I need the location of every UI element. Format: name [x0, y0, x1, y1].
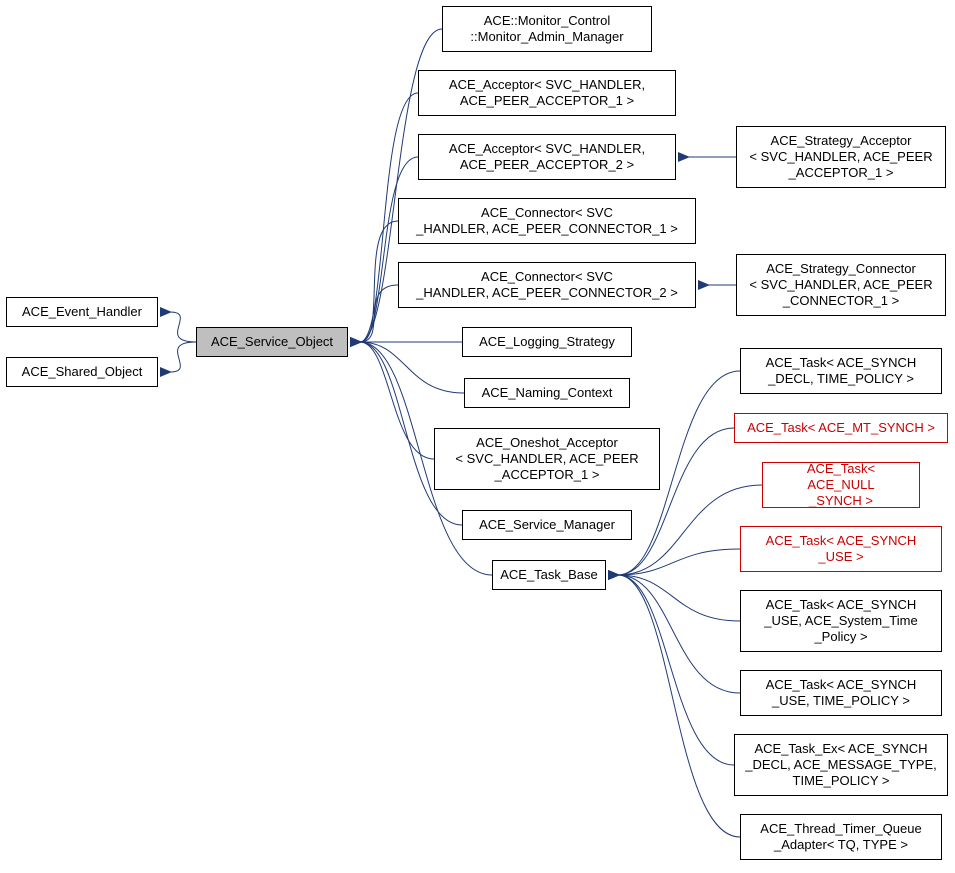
node-thread_timer_queue[interactable]: ACE_Thread_Timer_Queue _Adapter< TQ, TYP… — [740, 814, 942, 860]
edge-task_synch_use-to-task_base — [618, 549, 740, 575]
edge-task_synch_use_tp-to-task_base — [618, 575, 740, 693]
node-task_synch_use_sys[interactable]: ACE_Task< ACE_SYNCH _USE, ACE_System_Tim… — [740, 590, 942, 652]
edge-connector_1-to-ace_service_object — [360, 221, 398, 342]
node-strategy_acceptor[interactable]: ACE_Strategy_Acceptor < SVC_HANDLER, ACE… — [736, 126, 946, 188]
node-strategy_connector[interactable]: ACE_Strategy_Connector < SVC_HANDLER, AC… — [736, 254, 946, 316]
node-task_synch_use_tp[interactable]: ACE_Task< ACE_SYNCH _USE, TIME_POLICY > — [740, 670, 942, 716]
node-connector_2[interactable]: ACE_Connector< SVC _HANDLER, ACE_PEER_CO… — [398, 262, 696, 308]
edge-connector_2-to-ace_service_object — [360, 285, 398, 342]
node-ace_service_object[interactable]: ACE_Service_Object — [196, 327, 348, 357]
node-task_null_synch[interactable]: ACE_Task< ACE_NULL _SYNCH > — [762, 462, 920, 508]
node-task_base[interactable]: ACE_Task_Base — [492, 560, 606, 590]
edge-thread_timer_queue-to-task_base — [618, 575, 740, 837]
node-oneshot_acceptor[interactable]: ACE_Oneshot_Acceptor < SVC_HANDLER, ACE_… — [434, 428, 660, 490]
node-task_ex[interactable]: ACE_Task_Ex< ACE_SYNCH _DECL, ACE_MESSAG… — [734, 734, 948, 796]
node-monitor_admin[interactable]: ACE::Monitor_Control ::Monitor_Admin_Man… — [442, 6, 652, 52]
node-acceptor_2[interactable]: ACE_Acceptor< SVC_HANDLER, ACE_PEER_ACCE… — [418, 134, 676, 180]
edge-task_ex-to-task_base — [618, 575, 734, 765]
node-service_manager[interactable]: ACE_Service_Manager — [462, 510, 632, 540]
node-naming_context[interactable]: ACE_Naming_Context — [464, 378, 630, 408]
node-connector_1[interactable]: ACE_Connector< SVC _HANDLER, ACE_PEER_CO… — [398, 198, 696, 244]
node-task_mt_synch[interactable]: ACE_Task< ACE_MT_SYNCH > — [734, 413, 948, 443]
edge-oneshot_acceptor-to-ace_service_object — [360, 342, 434, 459]
edge-acceptor_2-to-ace_service_object — [360, 157, 418, 342]
node-acceptor_1[interactable]: ACE_Acceptor< SVC_HANDLER, ACE_PEER_ACCE… — [418, 70, 676, 116]
node-logging_strategy[interactable]: ACE_Logging_Strategy — [462, 327, 632, 357]
node-ace_shared_object[interactable]: ACE_Shared_Object — [6, 357, 158, 387]
node-ace_event_handler[interactable]: ACE_Event_Handler — [6, 297, 158, 327]
edge-task_synch_use_sys-to-task_base — [618, 575, 740, 621]
edge-ace_service_object-to-ace_shared_object — [170, 342, 196, 372]
edge-ace_service_object-to-ace_event_handler — [170, 312, 196, 342]
edge-naming_context-to-ace_service_object — [360, 342, 464, 393]
node-task_synch_decl[interactable]: ACE_Task< ACE_SYNCH _DECL, TIME_POLICY > — [740, 348, 942, 394]
node-task_synch_use[interactable]: ACE_Task< ACE_SYNCH _USE > — [740, 526, 942, 572]
